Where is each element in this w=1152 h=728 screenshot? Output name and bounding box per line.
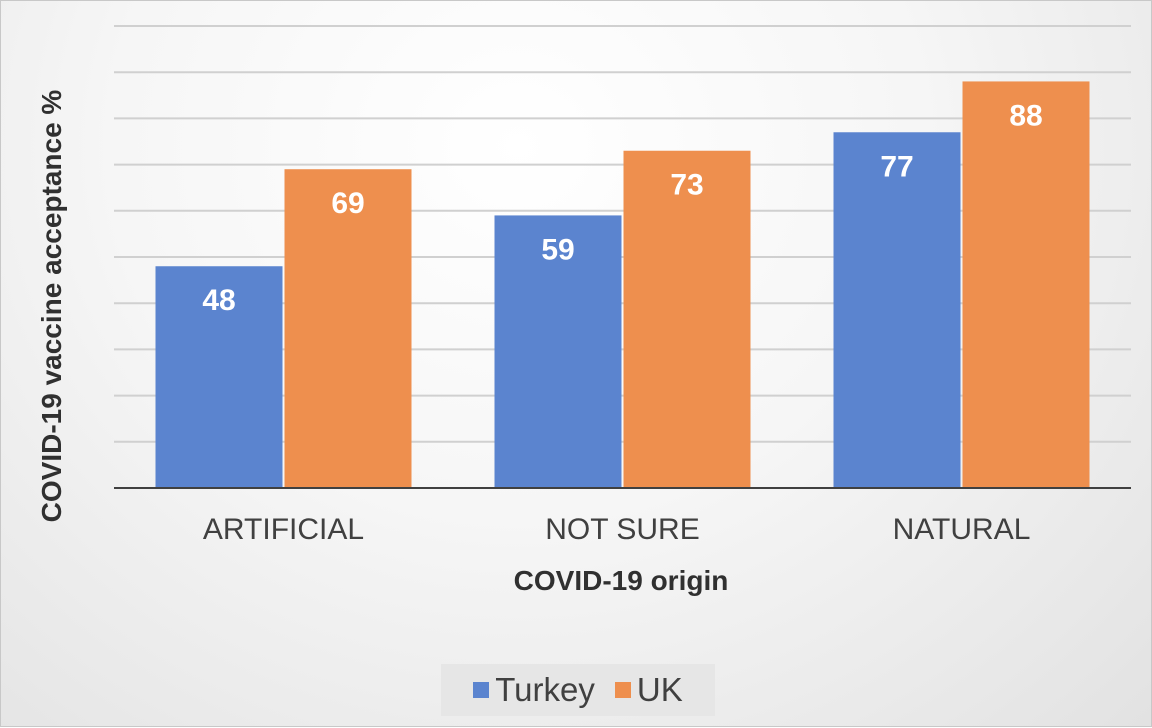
data-label: 88 bbox=[1009, 99, 1042, 132]
data-label: 48 bbox=[202, 284, 235, 317]
bar-uk-artificial bbox=[284, 169, 412, 488]
legend-swatch-uk bbox=[614, 682, 631, 698]
legend-item-uk: UK bbox=[614, 671, 683, 709]
bar-turkey-artificial bbox=[155, 266, 283, 488]
bar-uk-not-sure bbox=[623, 150, 751, 489]
x-tick-label: ARTIFICIAL bbox=[203, 513, 364, 546]
legend: Turkey UK bbox=[441, 664, 715, 716]
bars: 48 69 59 73 77 88 bbox=[155, 81, 1090, 489]
data-label: 69 bbox=[331, 187, 364, 220]
bar-uk-natural bbox=[962, 81, 1090, 488]
gridlines bbox=[114, 25, 1131, 443]
data-label: 73 bbox=[670, 169, 703, 202]
x-tick-labels: ARTIFICIAL NOT SURE NATURAL bbox=[203, 513, 1030, 546]
bar-turkey-natural bbox=[833, 132, 961, 488]
x-axis-title: COVID-19 origin bbox=[514, 565, 729, 596]
x-tick-label: NATURAL bbox=[893, 513, 1031, 546]
bar-turkey-not-sure bbox=[494, 215, 622, 489]
legend-swatch-turkey bbox=[473, 682, 490, 698]
data-label: 59 bbox=[541, 233, 574, 266]
x-tick-label: NOT SURE bbox=[545, 513, 699, 546]
legend-item-turkey: Turkey bbox=[473, 671, 595, 709]
legend-label-uk: UK bbox=[636, 671, 683, 708]
data-label: 77 bbox=[880, 150, 913, 183]
y-axis-title: COVID-19 vaccine acceptance % bbox=[36, 90, 67, 523]
legend-label-turkey: Turkey bbox=[495, 671, 595, 708]
